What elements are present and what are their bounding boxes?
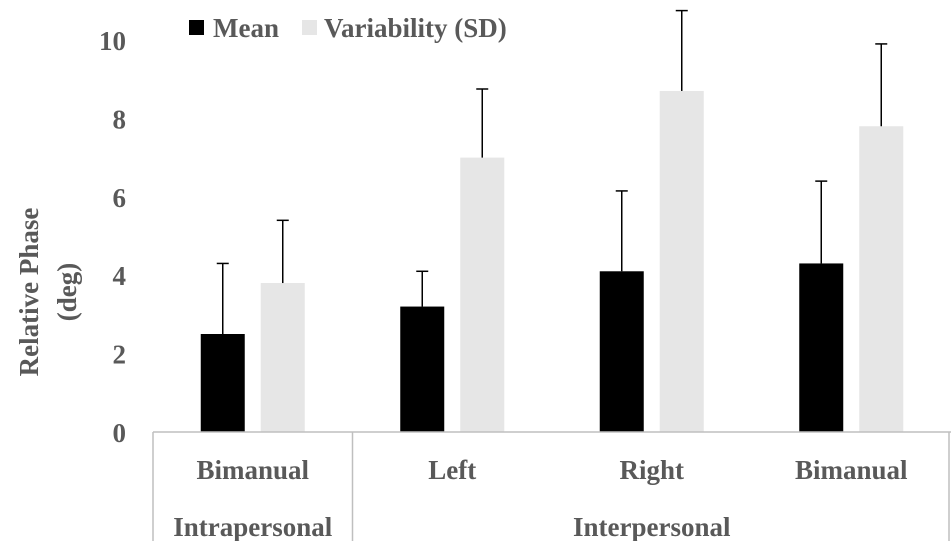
bar-sd-3 (859, 126, 904, 433)
bars (200, 90, 904, 433)
y-axis-title-line: Relative Phase (14, 208, 44, 377)
bar-mean-3 (799, 263, 844, 432)
error-bars (216, 9, 888, 334)
y-tick-label: 4 (113, 261, 127, 291)
bar-mean-2 (599, 271, 644, 432)
legend-swatch (302, 20, 317, 35)
bar-sd-1 (460, 157, 505, 432)
y-axis-title: Relative Phase (deg) (14, 208, 82, 377)
y-tick-label: 2 (113, 340, 127, 370)
x-category-label: Right (619, 455, 684, 485)
y-tick-label: 0 (113, 418, 127, 448)
y-tick-label: 6 (113, 183, 127, 213)
legend-swatch (189, 20, 204, 35)
bar-sd-2 (659, 90, 704, 433)
legend-label: Variability (SD) (324, 13, 507, 43)
y-tick-label: 8 (113, 104, 127, 134)
y-axis-ticks: 0 2 4 6 8 10 (99, 26, 126, 448)
bar-mean-0 (200, 334, 245, 432)
x-axis-labels: Bimanual Left Right Bimanual Intrapersonal In… (173, 455, 908, 542)
legend-label: Mean (213, 13, 279, 43)
bar-mean-1 (400, 306, 445, 432)
y-tick-label: 10 (99, 26, 126, 56)
x-category-label: Bimanual (196, 455, 309, 485)
x-category-label: Left (428, 455, 476, 485)
x-category-label: Bimanual (795, 455, 908, 485)
axis-lines (152, 431, 951, 541)
y-axis-title-line: (deg) (52, 263, 82, 321)
bar-sd-0 (260, 283, 305, 432)
x-group-label: Intrapersonal (173, 512, 333, 541)
x-group-label: Interpersonal (573, 512, 731, 541)
legend: Mean Variability (SD) (189, 13, 507, 43)
